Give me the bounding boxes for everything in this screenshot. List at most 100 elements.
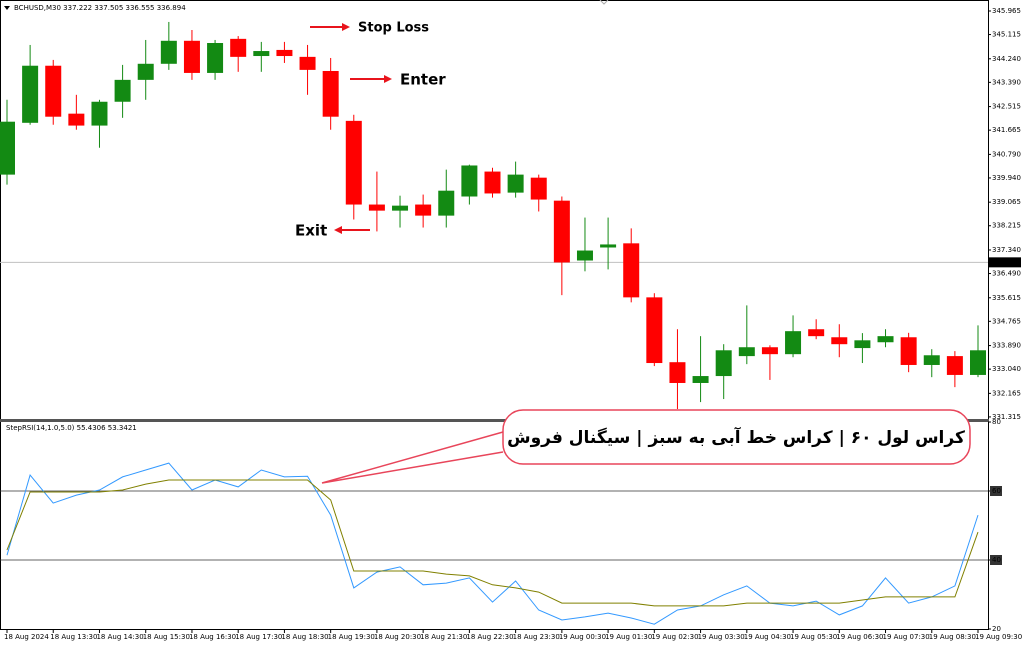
y-tick-label: 339.065 — [992, 198, 1021, 206]
candle-body — [877, 336, 894, 343]
candle-body — [461, 165, 478, 197]
y-tick-label: 333.890 — [992, 342, 1021, 350]
y-tick-label: 345.115 — [992, 31, 1021, 39]
level-label-box — [990, 555, 1002, 565]
candle-body — [484, 171, 501, 194]
callout-text: کراس لول ۶۰ | کراس خط آبی به سبز | سیگنا… — [507, 426, 965, 448]
y-tick-label: 334.765 — [992, 317, 1021, 325]
indicator-line — [6, 479, 979, 607]
candle-body — [45, 65, 62, 117]
candle-body — [576, 250, 593, 261]
candle-body — [923, 355, 940, 365]
y-tick-label: 336.490 — [992, 270, 1021, 278]
scroll-icon — [599, 0, 609, 5]
candle-body — [345, 120, 362, 205]
candle-body — [761, 347, 778, 355]
x-tick-label: 19 Aug 00:30 — [559, 633, 606, 641]
pane-separator — [0, 419, 989, 422]
chart-title: BCHUSD,M30 337.222 337.505 336.555 336.8… — [14, 4, 186, 12]
candle-body — [230, 38, 247, 57]
x-tick-label: 19 Aug 02:30 — [651, 633, 698, 641]
candle-body — [785, 331, 802, 355]
candle-body — [669, 362, 686, 383]
candle-body — [276, 49, 293, 57]
x-tick-label: 18 Aug 19:30 — [328, 633, 375, 641]
menu-icon — [4, 6, 10, 10]
x-tick-label: 19 Aug 07:30 — [883, 633, 930, 641]
candle-body — [808, 329, 825, 337]
candle-body — [692, 376, 709, 383]
x-tick-label: 18 Aug 17:30 — [235, 633, 282, 641]
x-tick-label: 19 Aug 06:30 — [836, 633, 883, 641]
candle-body — [646, 297, 663, 364]
candle-body — [368, 204, 385, 211]
candle-body — [160, 40, 177, 64]
candle-body — [530, 177, 547, 200]
x-tick-label: 19 Aug 08:30 — [929, 633, 976, 641]
candle-body — [68, 113, 85, 126]
callout-pointer — [321, 431, 504, 484]
x-tick-label: 18 Aug 15:30 — [143, 633, 190, 641]
y-tick-label: 339.940 — [992, 174, 1021, 182]
annotation-text: Stop Loss — [358, 21, 429, 36]
x-tick-label: 18 Aug 21:30 — [420, 633, 467, 641]
candle-body — [623, 243, 640, 298]
annotation-text: Exit — [295, 222, 327, 240]
candle-body — [137, 63, 154, 80]
y-tick-label: 345.965 — [992, 7, 1021, 15]
candle-body — [322, 70, 339, 117]
level-label-box — [990, 486, 1002, 496]
indicator-title: StepRSI(14,1.0,5.0) 55.4306 53.3421 — [6, 424, 137, 432]
x-tick-label: 18 Aug 16:30 — [189, 633, 236, 641]
x-tick-label: 19 Aug 05:30 — [790, 633, 837, 641]
y-tick-label: 337.340 — [992, 246, 1021, 254]
candle-body — [900, 337, 917, 365]
last-price-label: 336.894 — [992, 258, 1021, 266]
candle-body — [507, 174, 524, 193]
candle-body — [854, 340, 871, 349]
candle-body — [0, 121, 15, 175]
y-tick-label: 344.240 — [992, 55, 1021, 63]
candle-body — [946, 356, 963, 375]
candle-body — [253, 51, 270, 57]
arrow-head — [334, 226, 342, 234]
x-tick-label: 18 Aug 23:30 — [513, 633, 560, 641]
plot-frame — [0, 0, 989, 630]
x-tick-label: 19 Aug 03:30 — [698, 633, 745, 641]
x-tick-label: 18 Aug 22:30 — [466, 633, 513, 641]
y-tick-label: 40 — [992, 556, 1001, 564]
last-price-box — [989, 257, 1021, 268]
callout-box — [502, 409, 971, 465]
x-tick-label: 19 Aug 09:30 — [975, 633, 1022, 641]
candle-body — [22, 65, 39, 123]
arrow-head — [342, 23, 350, 31]
annotation-text: Enter — [400, 71, 446, 89]
candle-body — [114, 79, 131, 102]
candle-body — [183, 40, 200, 73]
y-tick-label: 335.615 — [992, 294, 1021, 302]
y-tick-label: 333.040 — [992, 365, 1021, 373]
x-tick-label: 19 Aug 01:30 — [605, 633, 652, 641]
candle-body — [299, 56, 316, 70]
y-tick-label: 341.665 — [992, 126, 1021, 134]
x-tick-label: 18 Aug 2024 — [4, 633, 49, 641]
y-tick-label: 332.165 — [992, 389, 1021, 397]
candle-body — [392, 205, 409, 211]
y-tick-label: 342.515 — [992, 103, 1021, 111]
y-tick-label: 80 — [992, 418, 1001, 426]
candle-body — [738, 347, 755, 357]
candle-body — [438, 190, 455, 216]
y-tick-label: 331.315 — [992, 413, 1021, 421]
y-tick-label: 343.390 — [992, 78, 1021, 86]
candle-body — [831, 337, 848, 345]
y-tick-label: 20 — [992, 625, 1001, 633]
candle-body — [970, 350, 986, 375]
x-tick-label: 19 Aug 04:30 — [744, 633, 791, 641]
y-tick-label: 340.790 — [992, 150, 1021, 158]
candle-body — [91, 101, 108, 126]
arrow-head — [384, 75, 392, 83]
indicator-line — [6, 462, 979, 625]
